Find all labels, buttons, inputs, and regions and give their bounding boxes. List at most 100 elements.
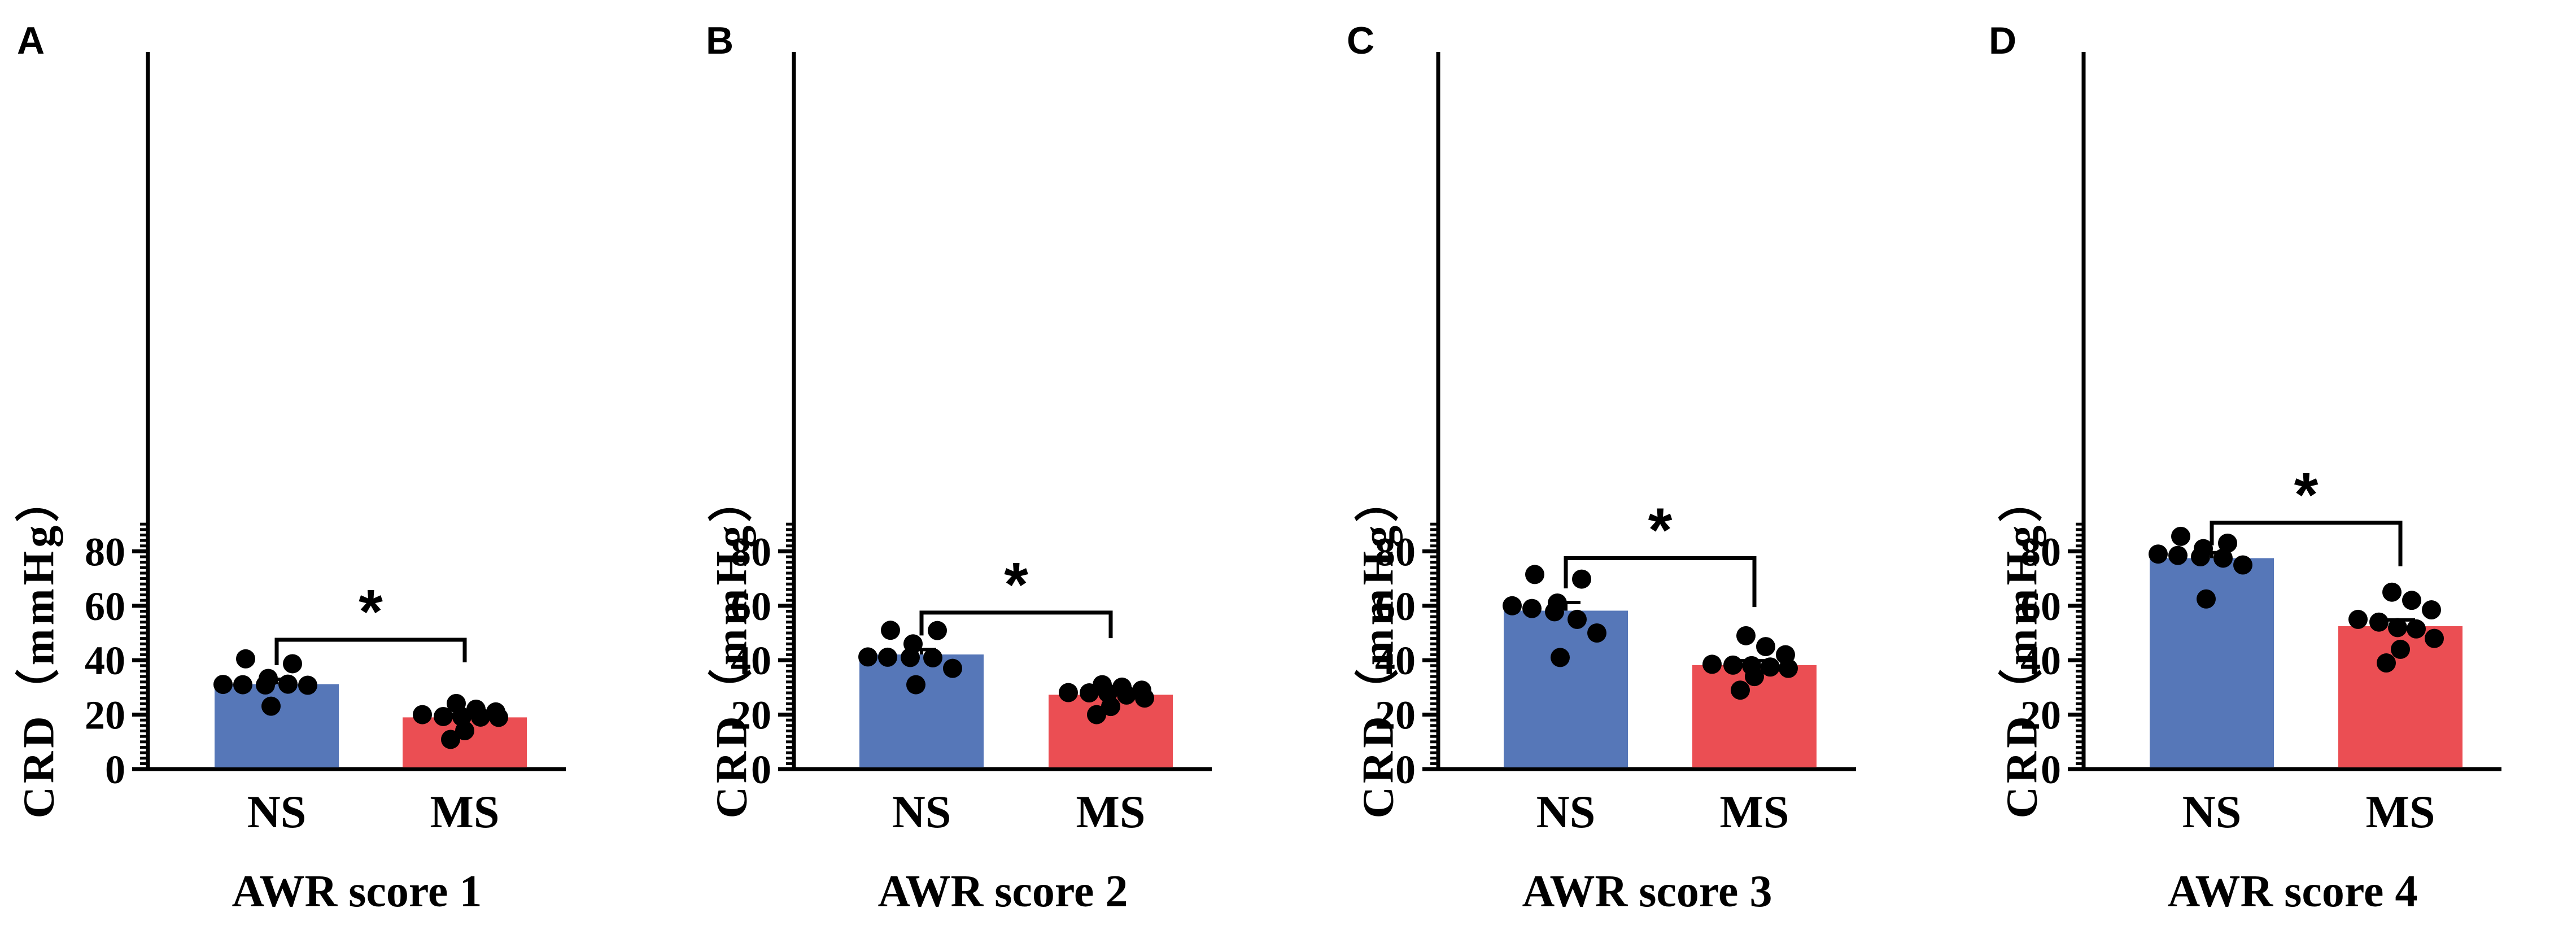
significance-star: * — [1648, 495, 1673, 565]
data-point — [2197, 589, 2216, 609]
data-point — [2168, 545, 2188, 565]
data-point — [2377, 653, 2396, 673]
x-axis-title: AWR score 3 — [1522, 867, 1772, 916]
x-axis-title: AWR score 1 — [232, 867, 482, 916]
data-point — [2348, 609, 2368, 629]
data-point — [2391, 639, 2410, 659]
panel-letter: A — [17, 19, 45, 62]
bar-ns — [859, 654, 984, 767]
significance-star: * — [359, 577, 383, 647]
data-point — [2149, 544, 2168, 564]
panel-letter: C — [1347, 19, 1374, 62]
data-point — [455, 721, 474, 741]
y-tick-label: 40 — [1375, 638, 1416, 683]
data-point — [2369, 612, 2389, 632]
x-axis-title: AWR score 2 — [878, 867, 1128, 916]
y-tick-label: 20 — [2020, 693, 2061, 738]
y-tick-label: 20 — [85, 693, 125, 738]
data-point — [2422, 600, 2441, 620]
significance-star: * — [1004, 550, 1028, 619]
y-tick-label: 80 — [85, 529, 125, 574]
y-tick-label: 80 — [1375, 529, 1416, 574]
data-point — [441, 730, 460, 749]
y-axis-title: CRD（mmHg） — [14, 475, 63, 819]
y-tick-label: 40 — [731, 638, 771, 683]
y-tick-label: 60 — [1375, 584, 1416, 629]
data-point — [1080, 683, 1099, 703]
y-axis-title: CRD（mmHg） — [1997, 475, 2046, 819]
data-point — [261, 696, 281, 716]
data-point — [278, 674, 298, 694]
x-category-label: MS — [1720, 786, 1789, 837]
data-point — [1723, 655, 1743, 675]
data-point — [1135, 688, 1154, 708]
x-axis-title: AWR score 4 — [2168, 867, 2418, 916]
y-tick-label: 20 — [731, 693, 771, 738]
data-point — [213, 675, 233, 695]
data-point — [2171, 526, 2190, 546]
panel-letter: D — [1989, 19, 2016, 62]
data-point — [283, 654, 302, 674]
data-point — [943, 658, 962, 678]
data-point — [2402, 591, 2421, 610]
data-point — [1761, 657, 1780, 677]
x-category-label: NS — [1536, 786, 1596, 837]
y-tick-label: 0 — [751, 747, 771, 792]
y-tick-label: 40 — [2020, 638, 2061, 683]
data-point — [906, 675, 925, 695]
x-category-label: MS — [430, 786, 500, 837]
y-tick-label: 60 — [85, 584, 125, 629]
x-category-label: NS — [247, 786, 307, 837]
data-point — [236, 649, 255, 669]
data-point — [1745, 667, 1764, 687]
y-tick-label: 0 — [105, 747, 125, 792]
y-axis-title: CRD（mmHg） — [1354, 475, 1403, 819]
data-point — [1756, 637, 1775, 657]
data-point — [1572, 569, 1591, 589]
data-point — [923, 648, 942, 667]
data-point — [2425, 628, 2444, 648]
bar-ns — [2150, 558, 2274, 767]
y-tick-label: 80 — [2020, 529, 2061, 574]
data-point — [1101, 697, 1120, 717]
data-point — [878, 647, 897, 667]
y-tick-label: 0 — [2041, 747, 2061, 792]
data-point — [298, 675, 317, 695]
data-point — [489, 708, 508, 727]
y-tick-label: 80 — [731, 529, 771, 574]
data-point — [1545, 602, 1564, 622]
significance-bracket — [2210, 521, 2403, 566]
data-point — [1117, 685, 1136, 705]
data-point — [901, 648, 920, 667]
significance-bracket — [274, 638, 467, 665]
y-tick-label: 20 — [1375, 693, 1416, 738]
data-point — [1731, 680, 1750, 700]
data-point — [1568, 609, 1587, 629]
data-point — [2213, 548, 2233, 568]
data-point — [2233, 555, 2252, 575]
data-point — [2407, 619, 2426, 639]
data-point — [2388, 618, 2407, 638]
x-category-label: NS — [2182, 786, 2242, 837]
data-point — [928, 621, 947, 640]
panel-letter: B — [706, 19, 733, 62]
y-tick-label: 0 — [1395, 747, 1416, 792]
data-point — [2382, 582, 2402, 602]
data-point — [1503, 596, 1522, 615]
data-point — [1059, 683, 1078, 702]
bar-ns — [1504, 610, 1628, 767]
data-point — [256, 675, 275, 695]
x-category-label: MS — [1076, 786, 1146, 837]
data-point — [1525, 565, 1544, 584]
data-point — [1551, 648, 1570, 667]
significance-bracket — [1564, 556, 1757, 608]
data-point — [413, 705, 432, 724]
data-point — [233, 675, 252, 695]
x-category-label: NS — [892, 786, 951, 837]
panel-a: A 0 20 40 60 80 CRD（mmHg） NS MS * AWR score 1 — [14, 19, 566, 916]
data-point — [1779, 658, 1798, 678]
